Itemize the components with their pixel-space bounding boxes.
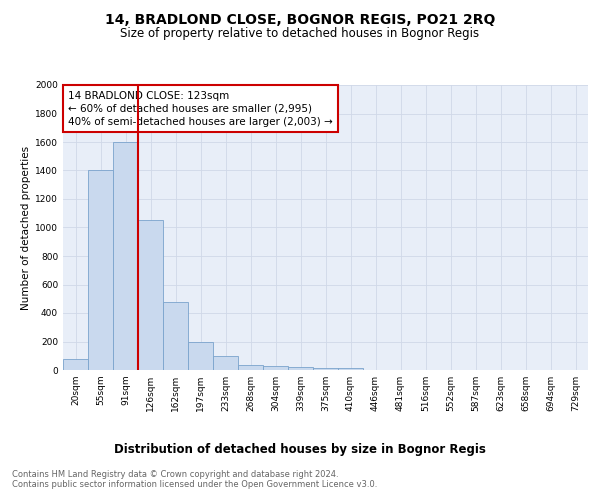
- Bar: [263, 366, 288, 370]
- Bar: [113, 142, 138, 370]
- Bar: [88, 170, 113, 370]
- Bar: [138, 220, 163, 370]
- Bar: [63, 358, 88, 370]
- Text: Size of property relative to detached houses in Bognor Regis: Size of property relative to detached ho…: [121, 28, 479, 40]
- Bar: [288, 367, 313, 370]
- Bar: [163, 302, 188, 370]
- Bar: [213, 356, 238, 370]
- Bar: [188, 342, 213, 370]
- Text: 14, BRADLOND CLOSE, BOGNOR REGIS, PO21 2RQ: 14, BRADLOND CLOSE, BOGNOR REGIS, PO21 2…: [105, 12, 495, 26]
- Text: Distribution of detached houses by size in Bognor Regis: Distribution of detached houses by size …: [114, 442, 486, 456]
- Bar: [313, 368, 338, 370]
- Bar: [338, 368, 363, 370]
- Text: 14 BRADLOND CLOSE: 123sqm
← 60% of detached houses are smaller (2,995)
40% of se: 14 BRADLOND CLOSE: 123sqm ← 60% of detac…: [68, 90, 333, 127]
- Y-axis label: Number of detached properties: Number of detached properties: [21, 146, 31, 310]
- Text: Contains HM Land Registry data © Crown copyright and database right 2024.
Contai: Contains HM Land Registry data © Crown c…: [12, 470, 377, 490]
- Bar: [238, 365, 263, 370]
